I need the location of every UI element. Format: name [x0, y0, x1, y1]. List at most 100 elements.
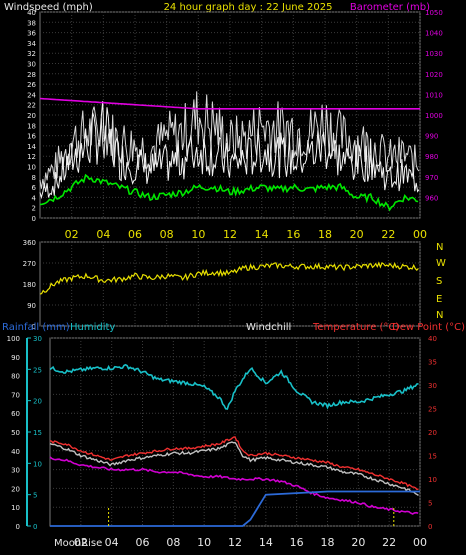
barometer-tick-label: 980 [425, 153, 438, 161]
barometer-tick-label: 1000 [425, 112, 443, 120]
temp-x-tick-label: 20 [351, 536, 365, 549]
temp-x-tick-label: 14 [259, 536, 273, 549]
humidity-tick-label: 30 [11, 467, 20, 475]
humidity-tick-label: 20 [11, 485, 20, 493]
windspeed-tick-label: 0 [32, 215, 36, 223]
windspeed-title: Windspeed (mph) [4, 2, 93, 13]
wind-x-tick-label: 04 [96, 228, 110, 241]
temp-x-tick-label: 08 [166, 536, 180, 549]
wind-x-tick-label: 12 [223, 228, 237, 241]
windspeed-tick-label: 4 [32, 194, 37, 202]
barometer-tick-label: 1010 [425, 91, 443, 99]
temperature-tick-label: 15 [428, 453, 437, 461]
wind-direction-line [39, 261, 419, 295]
windspeed-tick-label: 6 [32, 184, 37, 192]
temp-x-tick-label: 22 [382, 536, 396, 549]
windspeed-tick-label: 20 [27, 112, 36, 120]
barometer-tick-label: 990 [425, 133, 438, 141]
wind-x-tick-label: 22 [381, 228, 395, 241]
barometer-tick-label: 1030 [425, 50, 443, 58]
direction-tick-label: 180 [23, 281, 36, 289]
humidity-tick-label: 100 [7, 335, 20, 343]
temp-x-tick-label: 10 [197, 536, 211, 549]
windspeed-tick-label: 32 [27, 50, 36, 58]
barometer-tick-label: 970 [425, 174, 438, 182]
humidity-tick-label: 50 [11, 429, 20, 437]
humidity-line [49, 363, 419, 410]
compass-label: N [436, 310, 443, 321]
windspeed-tick-label: 18 [27, 122, 36, 130]
barometer-line [39, 97, 420, 110]
wind-x-tick-label: 00 [413, 228, 427, 241]
barometer-tick-label: 1050 [425, 9, 443, 17]
temperature-tick-label: 0 [428, 523, 432, 531]
windspeed-tick-label: 14 [27, 143, 36, 151]
rain-tick-label: 30 [33, 335, 42, 343]
barometer-tick-label: 960 [425, 194, 438, 202]
windspeed-tick-label: 8 [32, 174, 36, 182]
wind-x-tick-label: 02 [65, 228, 79, 241]
wind-x-tick-label: 06 [128, 228, 142, 241]
rain-tick-label: 20 [33, 398, 42, 406]
windspeed-tick-label: 38 [27, 19, 36, 27]
direction-tick-label: 90 [27, 302, 36, 310]
windspeed-tick-label: 10 [27, 164, 36, 172]
rain-tick-label: 15 [33, 429, 42, 437]
humidity-tick-label: 40 [11, 448, 20, 456]
temp-x-tick-label: 06 [136, 536, 150, 549]
temp-x-tick-label: 04 [105, 536, 119, 549]
humidity-tick-label: 90 [11, 354, 20, 362]
temp-x-tick-label: 18 [321, 536, 335, 549]
rain-tick-label: 10 [33, 460, 42, 468]
graph-title: 24 hour graph day : 22 June 2025 [164, 2, 333, 13]
windspeed-tick-label: 12 [27, 153, 36, 161]
wind-x-tick-label: 14 [255, 228, 269, 241]
legend-humidity: Humidity [70, 322, 115, 333]
rain-tick-label: 25 [33, 366, 42, 374]
temp-x-tick-label: 16 [290, 536, 304, 549]
humidity-tick-label: 70 [11, 391, 20, 399]
temperature-tick-label: 35 [428, 359, 437, 367]
compass-label: E [436, 294, 442, 305]
compass-label: S [436, 276, 442, 287]
windspeed-tick-label: 2 [32, 205, 36, 213]
windspeed-tick-label: 30 [27, 61, 36, 69]
temperature-tick-label: 5 [428, 500, 432, 508]
windspeed-tick-label: 24 [27, 91, 36, 99]
temp-x-tick-label: 02 [74, 536, 88, 549]
temp-x-tick-label: 12 [228, 536, 242, 549]
barometer-tick-label: 1040 [425, 30, 443, 38]
wind-x-tick-label: 16 [286, 228, 300, 241]
wind-x-tick-label: 08 [160, 228, 174, 241]
wind-x-tick-label: 20 [350, 228, 364, 241]
direction-tick-label: 270 [23, 260, 36, 268]
windspeed-tick-label: 36 [27, 30, 36, 38]
rain-tick-label: 0 [33, 523, 37, 531]
humidity-tick-label: 60 [11, 410, 20, 418]
windspeed-tick-label: 28 [27, 71, 36, 79]
temperature-tick-label: 25 [428, 406, 437, 414]
windspeed-tick-label: 34 [27, 40, 36, 48]
temp-x-tick-label: 00 [413, 536, 427, 549]
windspeed-line [39, 101, 420, 200]
dewpoint-line [49, 456, 419, 515]
wind-average-line [39, 173, 419, 212]
barometer-tick-label: 1020 [425, 71, 443, 79]
windspeed-tick-label: 16 [27, 133, 36, 141]
barometer-title: Barometer (mb) [350, 2, 430, 13]
compass-label: W [436, 258, 446, 269]
temperature-line [49, 436, 419, 491]
rain-tick-label: 5 [33, 492, 37, 500]
temperature-tick-label: 20 [428, 429, 437, 437]
windspeed-tick-label: 26 [27, 81, 36, 89]
windspeed-tick-label: 22 [27, 102, 36, 110]
humidity-tick-label: 10 [11, 504, 20, 512]
rainfall-line [50, 490, 420, 527]
legend-windchill: Windchill [246, 322, 291, 333]
legend-rainfall: Rainfall (mm) [2, 322, 70, 333]
humidity-tick-label: 0 [16, 523, 20, 531]
wind-x-tick-label: 10 [191, 228, 205, 241]
legend-temperature: Temperature (°C) [312, 322, 399, 333]
temperature-tick-label: 30 [428, 382, 437, 390]
